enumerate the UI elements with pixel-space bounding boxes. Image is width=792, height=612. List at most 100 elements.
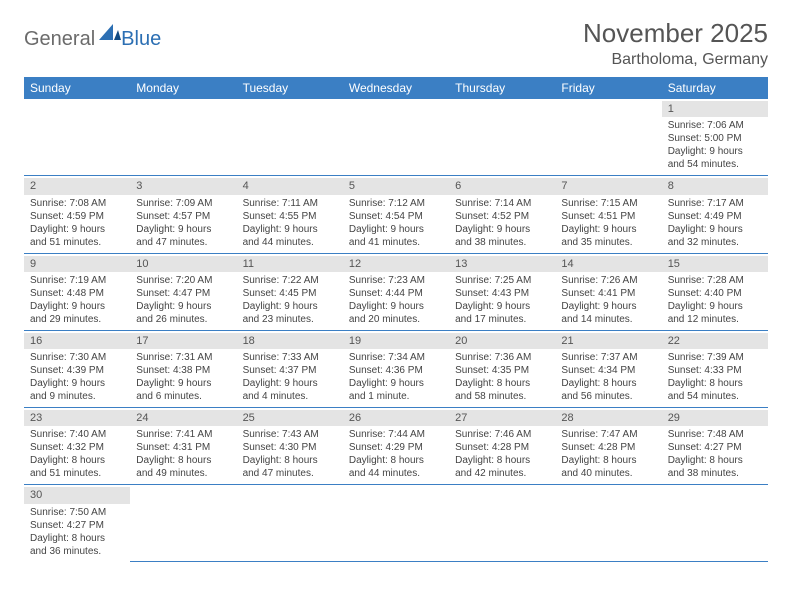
calendar-day-empty	[24, 99, 130, 176]
calendar-page: General Blue November 2025 Bartholoma, G…	[0, 0, 792, 580]
title-block: November 2025 Bartholoma, Germany	[583, 18, 768, 69]
calendar-day-empty	[555, 99, 661, 176]
sunrise-text: Sunrise: 7:19 AM	[30, 274, 124, 287]
day-number: 15	[662, 256, 768, 272]
daylight-text: Daylight: 8 hours and 40 minutes.	[561, 454, 655, 480]
sunrise-text: Sunrise: 7:17 AM	[668, 197, 762, 210]
sunset-text: Sunset: 4:52 PM	[455, 210, 549, 223]
day-number: 14	[555, 256, 661, 272]
sunset-text: Sunset: 4:36 PM	[349, 364, 443, 377]
location: Bartholoma, Germany	[583, 51, 768, 69]
calendar-day: 6Sunrise: 7:14 AMSunset: 4:52 PMDaylight…	[449, 176, 555, 253]
day-number: 25	[237, 410, 343, 426]
calendar-table: SundayMondayTuesdayWednesdayThursdayFrid…	[24, 77, 768, 562]
sunrise-text: Sunrise: 7:34 AM	[349, 351, 443, 364]
sunrise-text: Sunrise: 7:31 AM	[136, 351, 230, 364]
calendar-week: 30Sunrise: 7:50 AMSunset: 4:27 PMDayligh…	[24, 485, 768, 562]
calendar-day: 30Sunrise: 7:50 AMSunset: 4:27 PMDayligh…	[24, 485, 130, 562]
sunrise-text: Sunrise: 7:09 AM	[136, 197, 230, 210]
calendar-day: 20Sunrise: 7:36 AMSunset: 4:35 PMDayligh…	[449, 330, 555, 407]
day-number: 22	[662, 333, 768, 349]
calendar-week: 2Sunrise: 7:08 AMSunset: 4:59 PMDaylight…	[24, 176, 768, 253]
day-number: 12	[343, 256, 449, 272]
sunrise-text: Sunrise: 7:08 AM	[30, 197, 124, 210]
daylight-text: Daylight: 9 hours and 29 minutes.	[30, 300, 124, 326]
day-number: 23	[24, 410, 130, 426]
calendar-week: 1Sunrise: 7:06 AMSunset: 5:00 PMDaylight…	[24, 99, 768, 176]
sunrise-text: Sunrise: 7:22 AM	[243, 274, 337, 287]
daylight-text: Daylight: 9 hours and 17 minutes.	[455, 300, 549, 326]
calendar-day: 14Sunrise: 7:26 AMSunset: 4:41 PMDayligh…	[555, 253, 661, 330]
sunrise-text: Sunrise: 7:15 AM	[561, 197, 655, 210]
calendar-day: 15Sunrise: 7:28 AMSunset: 4:40 PMDayligh…	[662, 253, 768, 330]
daylight-text: Daylight: 9 hours and 12 minutes.	[668, 300, 762, 326]
sunset-text: Sunset: 4:48 PM	[30, 287, 124, 300]
day-number: 1	[662, 101, 768, 117]
weekday-header: Wednesday	[343, 77, 449, 99]
daylight-text: Daylight: 9 hours and 38 minutes.	[455, 223, 549, 249]
calendar-day: 9 Sunrise: 7:19 AMSunset: 4:48 PMDaylight…	[24, 253, 130, 330]
calendar-day-empty	[449, 485, 555, 562]
sunrise-text: Sunrise: 7:06 AM	[668, 119, 762, 132]
daylight-text: Daylight: 9 hours and 26 minutes.	[136, 300, 230, 326]
sunset-text: Sunset: 4:29 PM	[349, 441, 443, 454]
calendar-day: 19Sunrise: 7:34 AMSunset: 4:36 PMDayligh…	[343, 330, 449, 407]
calendar-day: 21Sunrise: 7:37 AMSunset: 4:34 PMDayligh…	[555, 330, 661, 407]
sunrise-text: Sunrise: 7:28 AM	[668, 274, 762, 287]
calendar-week: 9Sunrise: 7:19 AMSunset: 4:48 PMDaylight…	[24, 253, 768, 330]
weekday-header: Tuesday	[237, 77, 343, 99]
calendar-week: 16Sunrise: 7:30 AMSunset: 4:39 PMDayligh…	[24, 330, 768, 407]
sunset-text: Sunset: 4:30 PM	[243, 441, 337, 454]
calendar-day-empty	[662, 485, 768, 562]
sunset-text: Sunset: 4:41 PM	[561, 287, 655, 300]
logo-text-blue: Blue	[121, 28, 161, 51]
sunset-text: Sunset: 4:31 PM	[136, 441, 230, 454]
day-number: 9	[24, 256, 130, 272]
sunrise-text: Sunrise: 7:37 AM	[561, 351, 655, 364]
sunset-text: Sunset: 5:00 PM	[668, 132, 762, 145]
calendar-day-empty	[343, 485, 449, 562]
day-number: 21	[555, 333, 661, 349]
calendar-day: 8Sunrise: 7:17 AMSunset: 4:49 PMDaylight…	[662, 176, 768, 253]
day-number: 30	[24, 487, 130, 503]
day-number: 24	[130, 410, 236, 426]
sunset-text: Sunset: 4:34 PM	[561, 364, 655, 377]
daylight-text: Daylight: 8 hours and 47 minutes.	[243, 454, 337, 480]
month-title: November 2025	[583, 18, 768, 49]
day-number: 3	[130, 178, 236, 194]
day-number: 28	[555, 410, 661, 426]
sunrise-text: Sunrise: 7:11 AM	[243, 197, 337, 210]
calendar-day: 28Sunrise: 7:47 AMSunset: 4:28 PMDayligh…	[555, 408, 661, 485]
calendar-body: 1 Sunrise: 7:06 AMSunset: 5:00 PM Daylight…	[24, 99, 768, 562]
calendar-day-empty	[555, 485, 661, 562]
sunset-text: Sunset: 4:57 PM	[136, 210, 230, 223]
calendar-week: 23 Sunrise: 7:40 AMSunset: 4:32 PM Dayligh…	[24, 408, 768, 485]
sunset-text: Sunset: 4:43 PM	[455, 287, 549, 300]
sunset-text: Sunset: 4:32 PM	[30, 441, 124, 454]
sunset-text: Sunset: 4:59 PM	[30, 210, 124, 223]
sunrise-text: Sunrise: 7:43 AM	[243, 428, 337, 441]
daylight-text: Daylight: 8 hours and 54 minutes.	[668, 377, 762, 403]
calendar-day: 24Sunrise: 7:41 AMSunset: 4:31 PMDayligh…	[130, 408, 236, 485]
daylight-text: Daylight: 8 hours and 36 minutes.	[30, 532, 124, 558]
calendar-day: 23Sunrise: 7:40 AMSunset: 4:32 PMDayligh…	[24, 408, 130, 485]
daylight-text: Daylight: 9 hours and 47 minutes.	[136, 223, 230, 249]
logo-text-general: General	[24, 28, 95, 51]
sunset-text: Sunset: 4:33 PM	[668, 364, 762, 377]
calendar-day: 2Sunrise: 7:08 AMSunset: 4:59 PMDaylight…	[24, 176, 130, 253]
sunset-text: Sunset: 4:55 PM	[243, 210, 337, 223]
calendar-day: 16Sunrise: 7:30 AMSunset: 4:39 PMDayligh…	[24, 330, 130, 407]
sunrise-text: Sunrise: 7:26 AM	[561, 274, 655, 287]
day-number: 19	[343, 333, 449, 349]
sunset-text: Sunset: 4:28 PM	[455, 441, 549, 454]
sunrise-text: Sunrise: 7:40 AM	[30, 428, 124, 441]
daylight-text: Daylight: 9 hours and 35 minutes.	[561, 223, 655, 249]
day-number: 27	[449, 410, 555, 426]
sunset-text: Sunset: 4:28 PM	[561, 441, 655, 454]
calendar-header: SundayMondayTuesdayWednesdayThursdayFrid…	[24, 77, 768, 99]
sunset-text: Sunset: 4:51 PM	[561, 210, 655, 223]
sunrise-text: Sunrise: 7:23 AM	[349, 274, 443, 287]
calendar-day: 1Sunrise: 7:06 AMSunset: 5:00 PMDaylight…	[662, 99, 768, 176]
daylight-text: Daylight: 9 hours and 20 minutes.	[349, 300, 443, 326]
calendar-day-empty	[130, 485, 236, 562]
